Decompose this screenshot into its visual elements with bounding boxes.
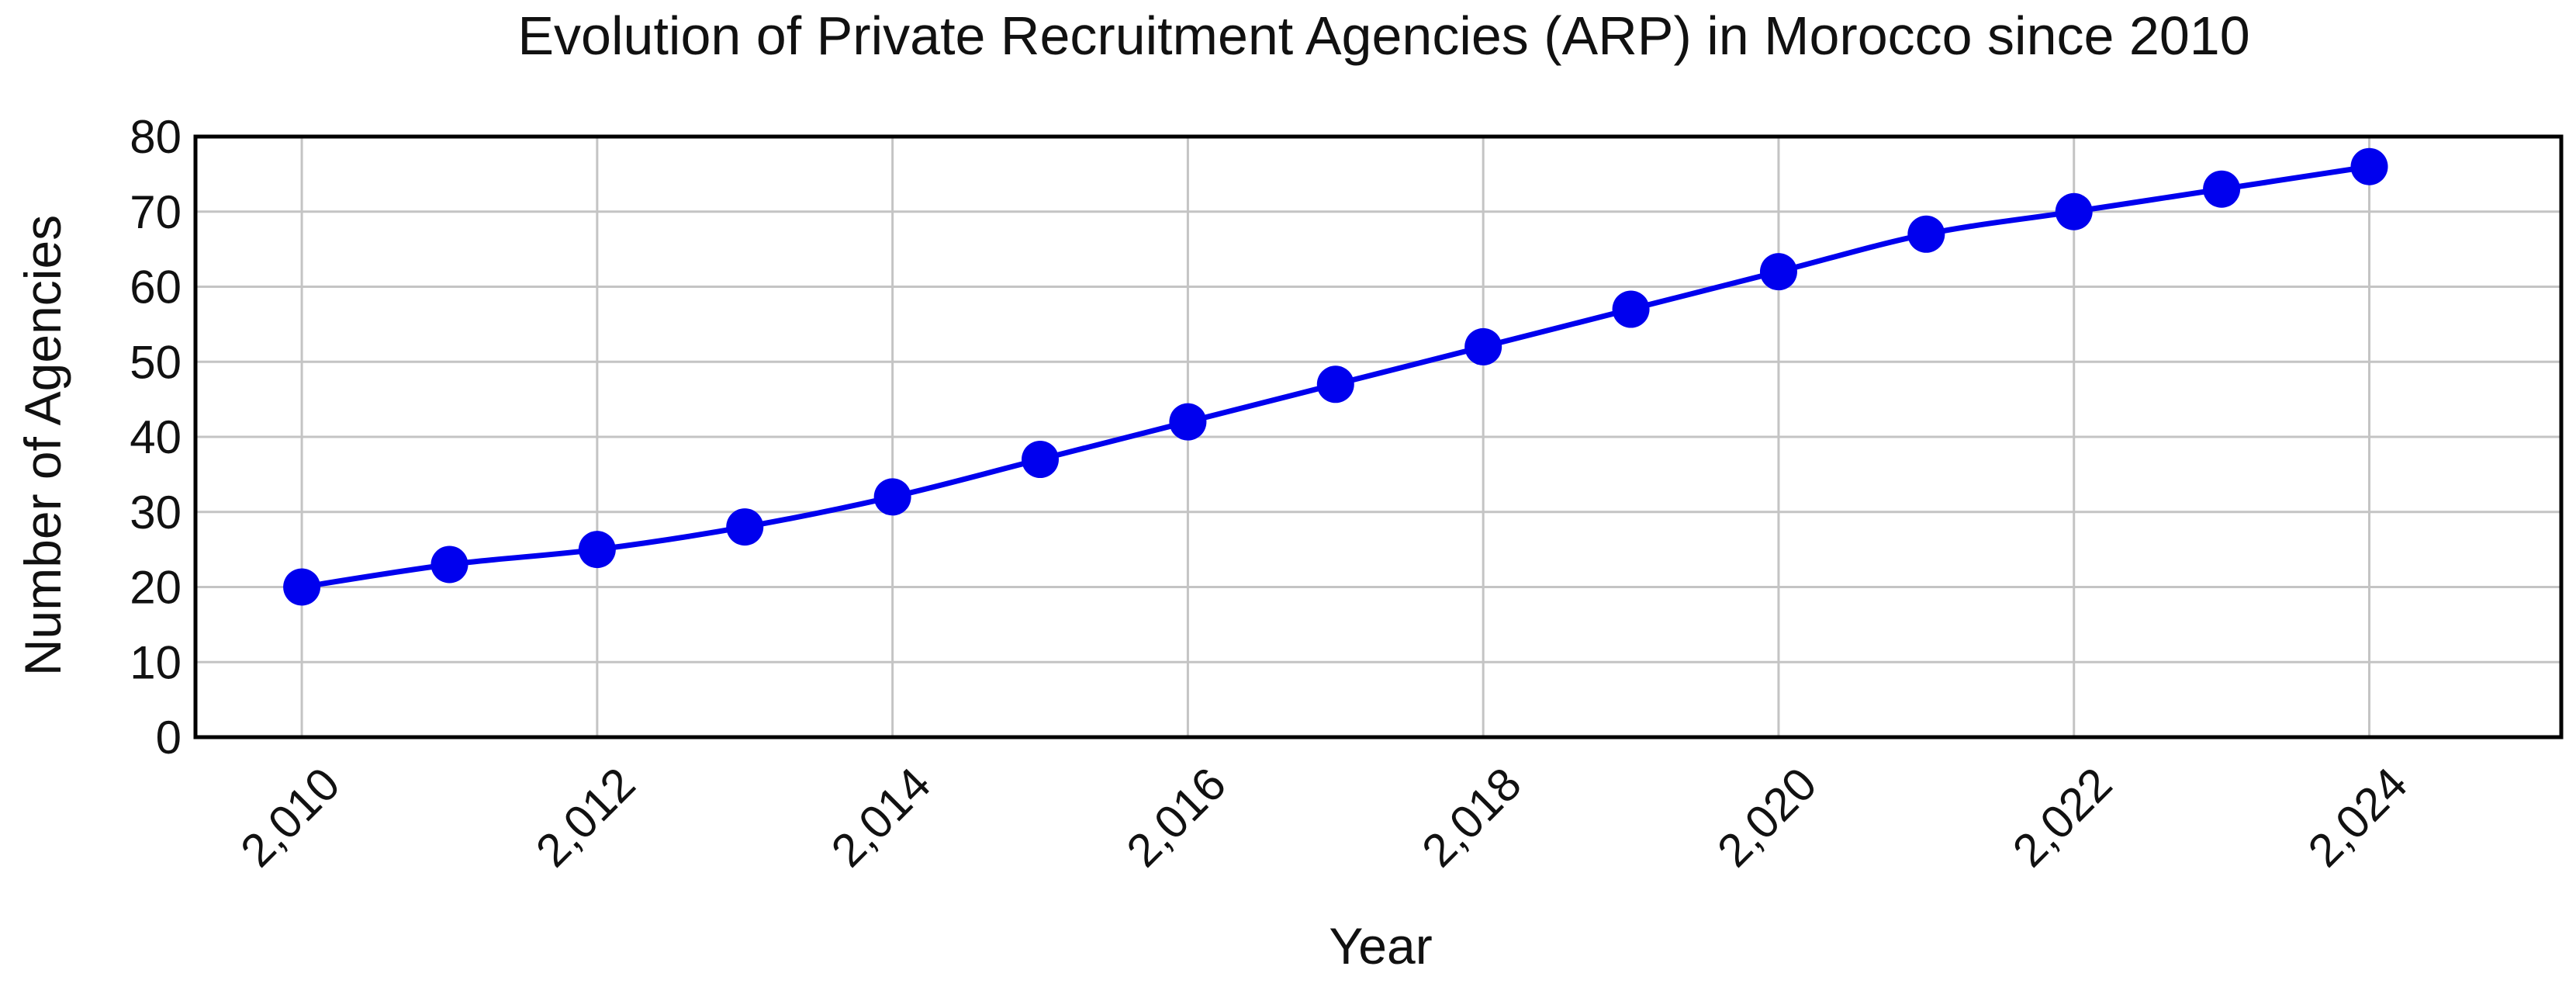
data-point-2022 — [2055, 192, 2093, 230]
y-tick-label-30: 30 — [130, 487, 182, 539]
y-tick-label-60: 60 — [130, 261, 182, 313]
x-axis-label: Year — [1329, 917, 1432, 975]
data-point-2010 — [283, 568, 321, 606]
data-point-2021 — [1907, 215, 1945, 253]
series-layer — [283, 147, 2388, 606]
x-tick-label-2014: 2,014 — [821, 757, 941, 877]
x-tick-label-2010: 2,010 — [230, 757, 350, 877]
x-tick-label-2012: 2,012 — [526, 757, 645, 877]
y-tick-label-70: 70 — [130, 186, 182, 238]
x-tick-label-2018: 2,018 — [1412, 757, 1531, 877]
y-tick-label-10: 10 — [130, 636, 182, 688]
x-tick-label-2020: 2,020 — [1707, 757, 1827, 877]
x-tick-label-2016: 2,016 — [1117, 757, 1236, 877]
y-tick-label-80: 80 — [130, 111, 182, 163]
y-tick-label-50: 50 — [130, 336, 182, 388]
data-point-2024 — [2350, 147, 2388, 185]
plot-frame — [193, 134, 2564, 739]
data-point-2020 — [1759, 253, 1797, 291]
chart-title: Evolution of Private Recruitment Agencie… — [517, 5, 2249, 66]
y-axis-label: Number of Agencies — [14, 215, 71, 676]
x-tick-label-2022: 2,022 — [2003, 757, 2122, 877]
data-point-2019 — [1612, 290, 1650, 328]
grid-layer — [195, 135, 2561, 739]
data-point-2023 — [2203, 170, 2241, 208]
data-point-2018 — [1464, 327, 1502, 365]
data-point-2013 — [726, 508, 764, 546]
data-point-2012 — [578, 531, 616, 569]
axes-layer — [193, 134, 2564, 739]
y-tick-label-40: 40 — [130, 411, 182, 463]
y-tick-label-20: 20 — [130, 562, 182, 614]
data-point-2017 — [1316, 365, 1354, 403]
data-point-2014 — [873, 478, 911, 516]
data-point-2016 — [1169, 403, 1207, 441]
y-tick-label-0: 0 — [156, 712, 182, 764]
data-point-2011 — [430, 545, 469, 584]
data-point-2015 — [1022, 441, 1060, 479]
x-tick-label-2024: 2,024 — [2298, 757, 2418, 877]
